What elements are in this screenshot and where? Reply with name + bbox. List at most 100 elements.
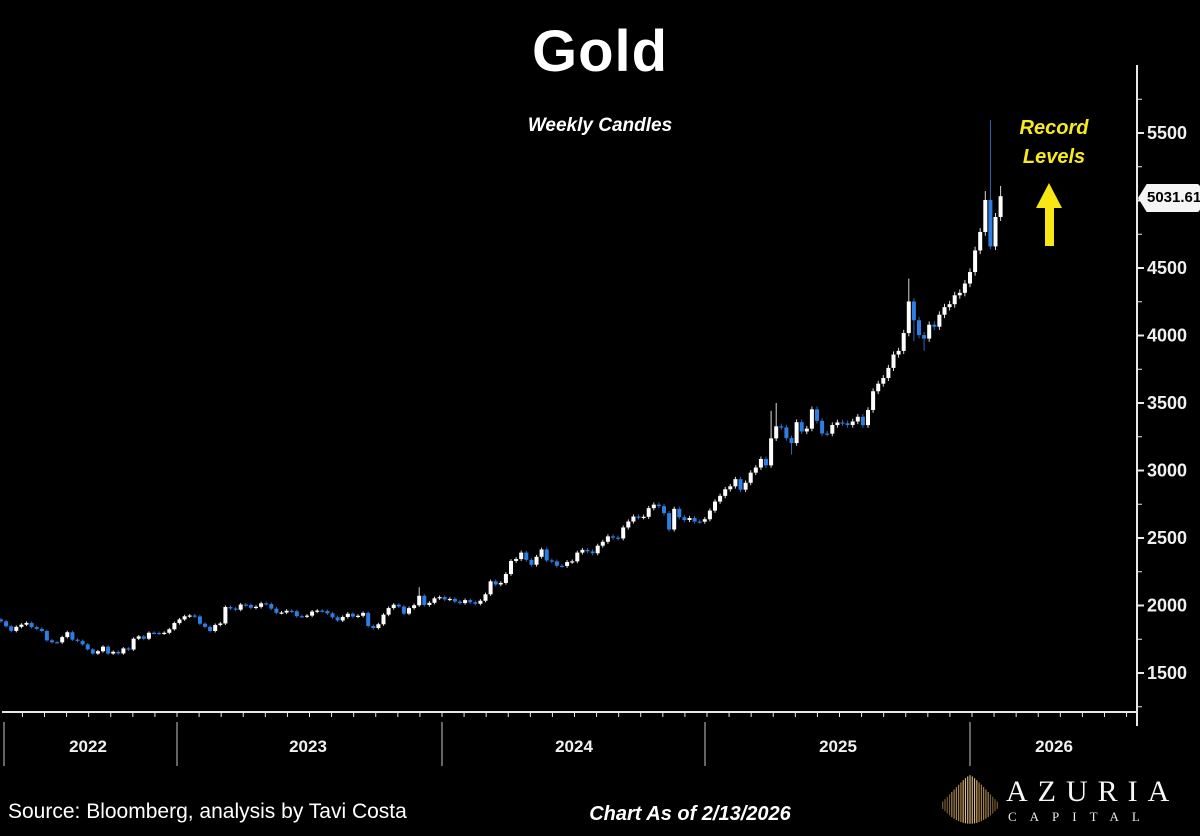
record-levels-line1: Record xyxy=(1019,117,1089,139)
candle-body xyxy=(264,603,269,605)
y-axis-tick-label: 5500 xyxy=(1147,123,1187,143)
candle-body xyxy=(769,438,774,466)
candle-body xyxy=(361,612,366,616)
candle-body xyxy=(345,613,350,617)
candle-body xyxy=(238,604,243,610)
candle-body xyxy=(524,552,529,560)
candle-body xyxy=(106,646,111,654)
candle-body xyxy=(978,231,983,251)
candle-body xyxy=(728,486,733,490)
candle-body xyxy=(259,603,264,607)
candle-body xyxy=(9,626,14,631)
last-price-tag: 5031.61 xyxy=(1138,184,1200,212)
candle-body xyxy=(519,552,524,560)
candle-body xyxy=(973,250,978,273)
candle-body xyxy=(718,495,723,502)
candle-body xyxy=(672,508,677,530)
azuria-capital-logo: AZURIA CAPITAL xyxy=(938,768,1198,832)
candle-body xyxy=(733,479,738,487)
candle-body xyxy=(437,597,442,599)
candle-body xyxy=(988,199,993,247)
candle-body xyxy=(126,648,131,650)
candle-body xyxy=(289,610,294,612)
candle-body xyxy=(248,604,253,608)
y-axis-tick-label: 1500 xyxy=(1147,663,1187,683)
candle-body xyxy=(662,506,666,514)
candle-body xyxy=(539,549,544,557)
candle-body xyxy=(957,292,962,296)
candle-body xyxy=(911,301,916,321)
candle-body xyxy=(896,350,901,355)
candle-body xyxy=(294,611,299,617)
candle-body xyxy=(927,324,932,339)
candle-body xyxy=(503,574,508,583)
candle-body xyxy=(70,632,75,640)
candle-body xyxy=(381,614,386,625)
candle-body xyxy=(932,324,937,327)
candle-body xyxy=(493,581,498,585)
candle-body xyxy=(702,519,707,522)
candle-body xyxy=(213,624,218,632)
candle-body xyxy=(565,562,570,566)
candle-body xyxy=(952,295,957,305)
candle-body xyxy=(157,632,162,635)
candle-body xyxy=(855,416,860,422)
candle-body xyxy=(39,628,44,632)
x-axis-year-label: 2025 xyxy=(819,737,857,756)
candle-body xyxy=(534,556,539,565)
candle-body xyxy=(697,521,702,523)
candle-body xyxy=(417,595,422,606)
candle-body xyxy=(845,423,850,426)
candle-body xyxy=(162,632,167,634)
candle-body xyxy=(0,619,3,622)
candle-body xyxy=(947,304,952,308)
candle-body xyxy=(65,632,70,638)
record-levels-line2: Levels xyxy=(1022,146,1086,168)
candle-body xyxy=(463,600,468,604)
candle-body xyxy=(407,608,411,614)
candle-body xyxy=(305,615,309,617)
candle-body xyxy=(917,320,921,336)
candle-body xyxy=(4,621,9,627)
candle-body xyxy=(136,636,141,639)
candle-body xyxy=(427,602,432,605)
candle-body xyxy=(121,648,126,654)
candle-body xyxy=(447,598,452,601)
candle-body xyxy=(738,479,743,490)
candle-body xyxy=(560,565,564,568)
candle-body xyxy=(396,604,401,607)
candle-body xyxy=(371,626,376,629)
candle-body xyxy=(830,425,835,434)
y-axis-tick-label: 4500 xyxy=(1147,258,1187,278)
candle-body xyxy=(886,367,891,379)
x-axis-year-label: 2022 xyxy=(69,737,107,756)
candle-body xyxy=(891,354,896,368)
candle-body xyxy=(585,549,590,552)
candle-body xyxy=(243,604,248,606)
candle-body xyxy=(299,616,304,618)
candle-body xyxy=(14,626,19,631)
candle-body xyxy=(692,518,697,522)
candle-body xyxy=(95,651,100,654)
logo-brand-sub: CAPITAL xyxy=(1008,808,1153,824)
candle-body xyxy=(223,606,228,624)
candle-body xyxy=(651,504,656,509)
candle-body xyxy=(279,612,284,614)
candle-body xyxy=(141,636,146,639)
candle-body xyxy=(274,608,279,613)
candle-body xyxy=(55,642,60,644)
candle-body xyxy=(998,196,1003,217)
candle-body xyxy=(233,608,238,610)
candle-body xyxy=(774,426,779,439)
candle-body xyxy=(116,651,121,654)
candle-body xyxy=(412,605,417,609)
candle-body xyxy=(315,610,320,612)
y-axis-tick-label: 4000 xyxy=(1147,326,1187,346)
x-axis-year-label: 2026 xyxy=(1035,737,1073,756)
chart-subtitle: Weekly Candles xyxy=(527,115,673,136)
logo-brand-name: AZURIA xyxy=(1006,774,1180,808)
y-axis-tick-label: 2500 xyxy=(1147,528,1187,548)
y-axis-tick-label: 3000 xyxy=(1147,461,1187,481)
up-arrow-icon xyxy=(1036,183,1063,246)
candle-body xyxy=(636,516,641,518)
